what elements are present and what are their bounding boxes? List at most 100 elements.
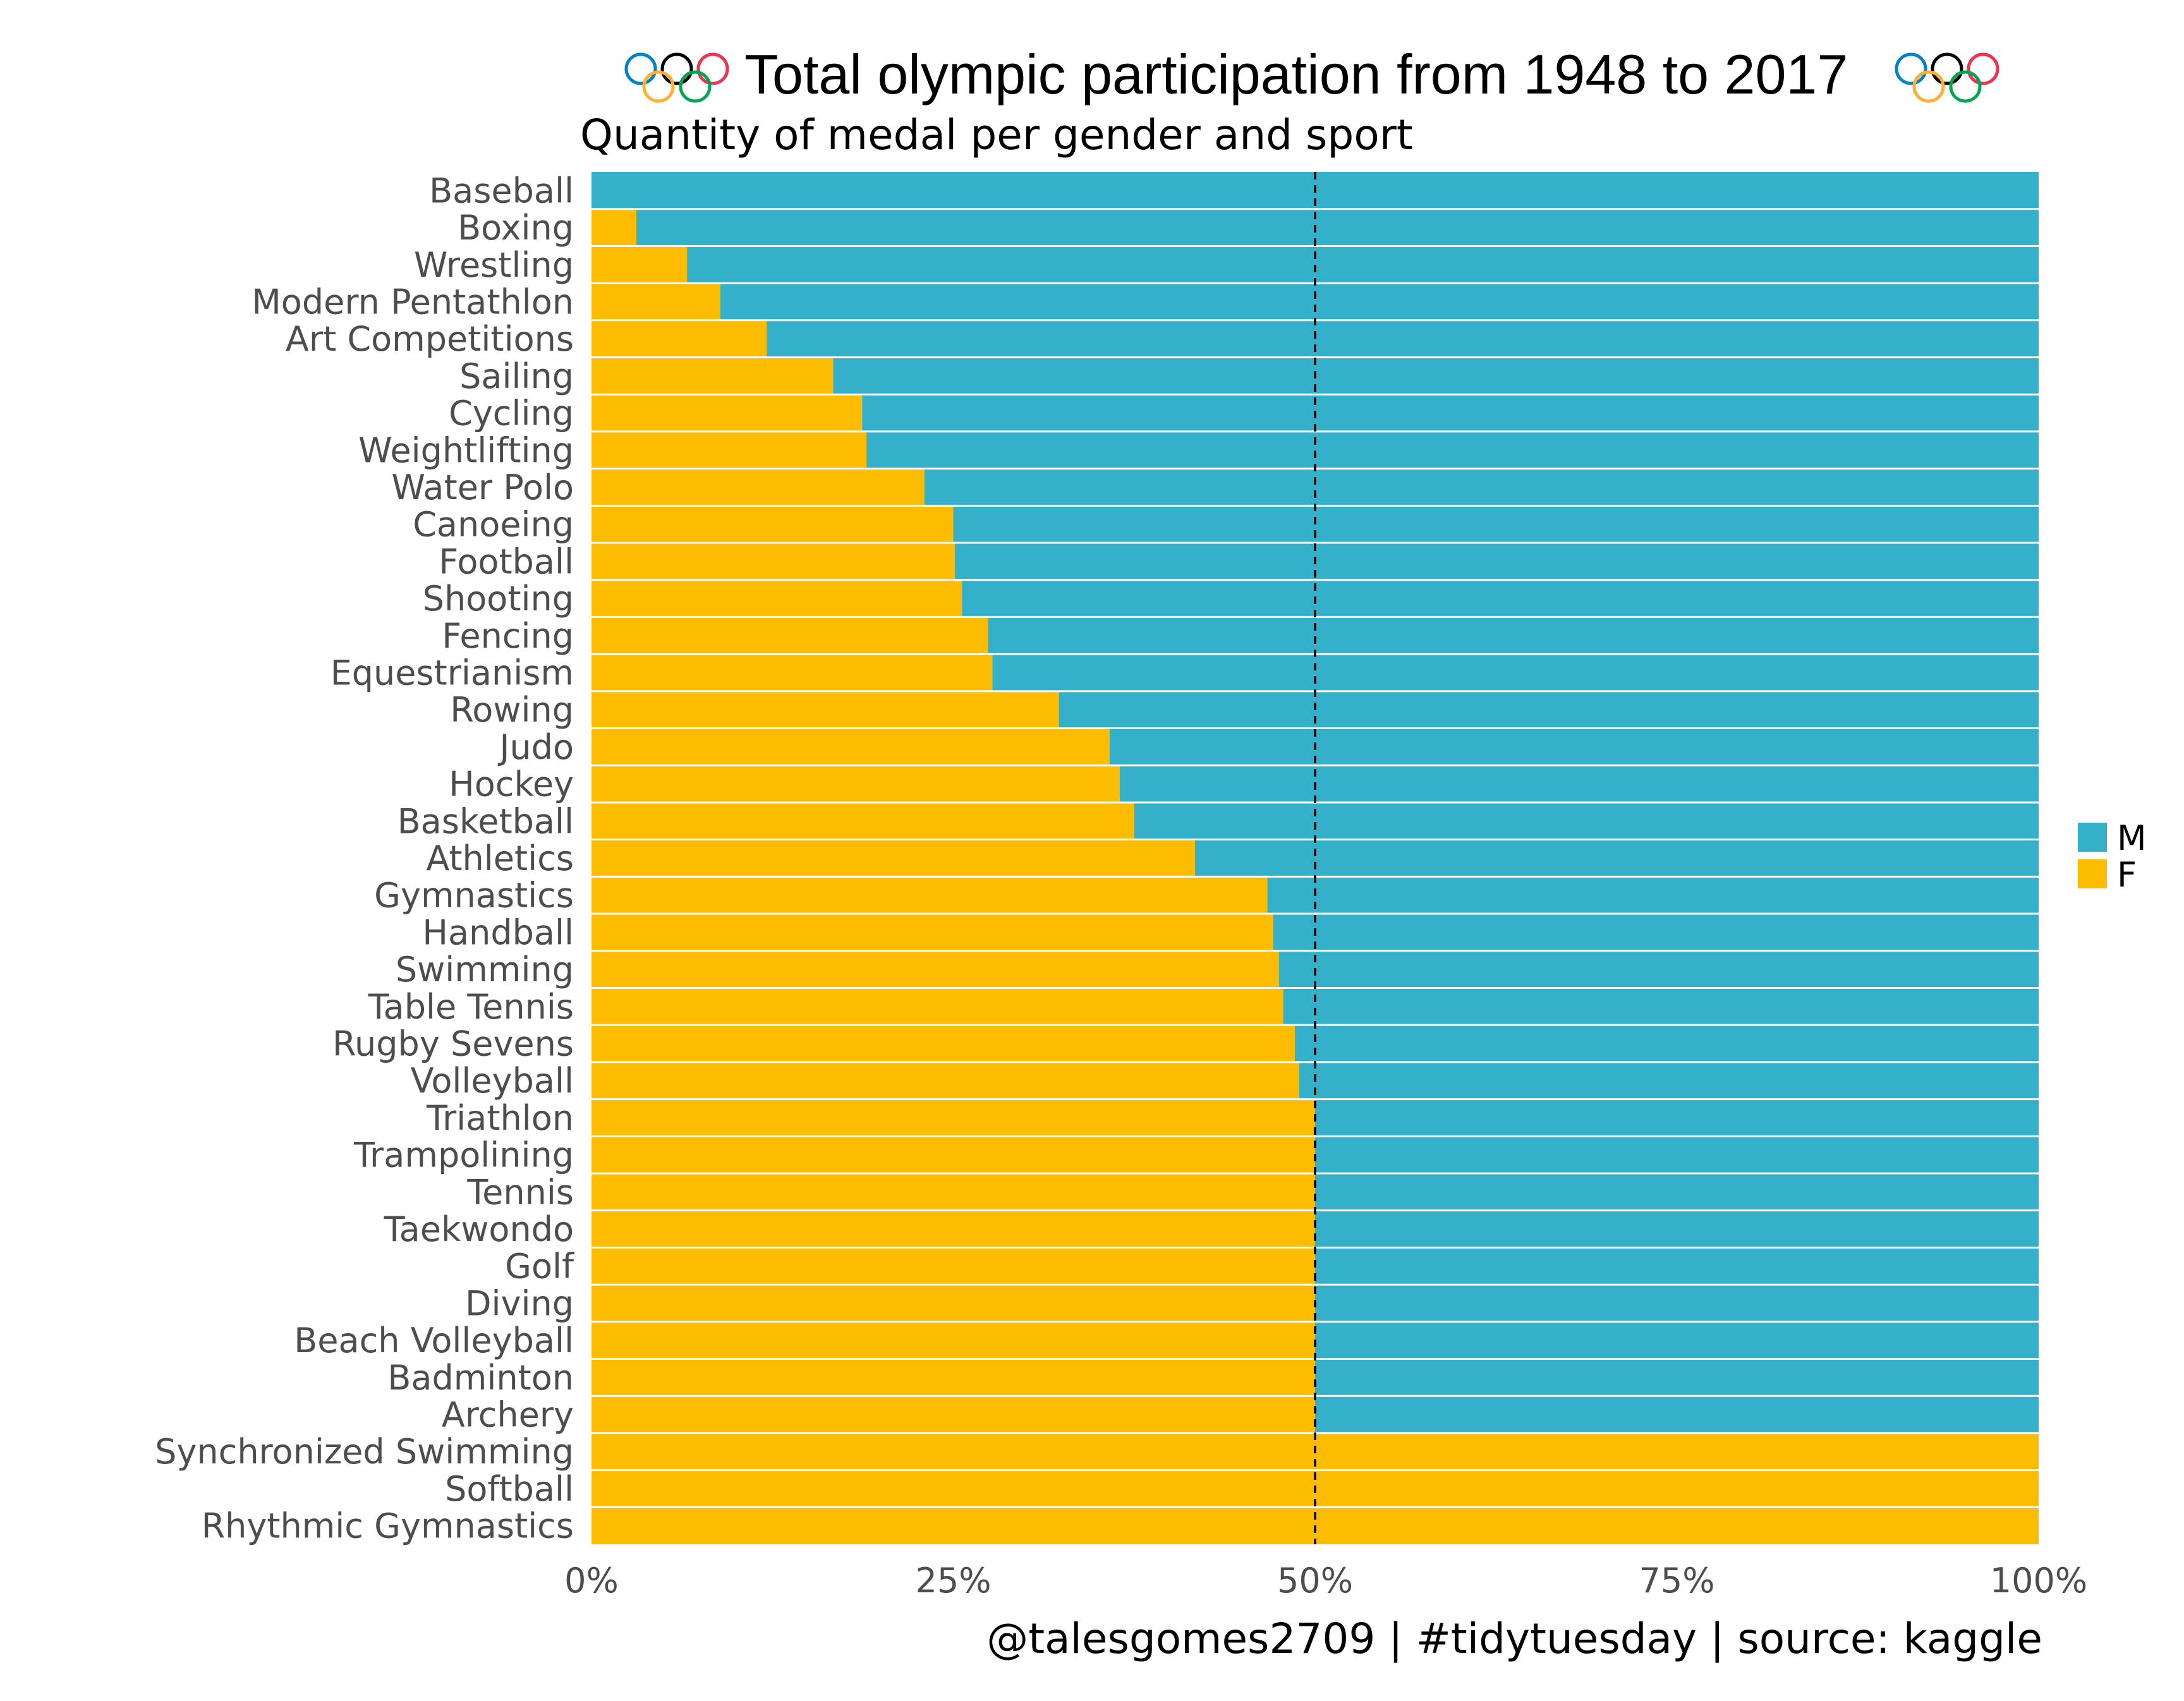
bar-f-canoeing <box>592 505 954 543</box>
bar-f-taekwondo <box>592 1210 1315 1248</box>
bar-m-diving <box>1315 1285 2039 1322</box>
x-tick-label: 75% <box>1639 1561 1714 1601</box>
category-label-wrestling: Wrestling <box>414 245 574 285</box>
bar-f-judo <box>592 728 1110 766</box>
bar-f-boxing <box>592 209 636 246</box>
bar-m-modern-pentathlon <box>720 283 2039 320</box>
category-label-table-tennis: Table Tennis <box>368 987 574 1027</box>
bar-f-badminton <box>592 1359 1315 1396</box>
bar-m-rowing <box>1059 691 2039 729</box>
bar-f-shooting <box>592 579 962 617</box>
category-label-swimming: Swimming <box>396 950 574 990</box>
category-label-rugby-sevens: Rugby Sevens <box>332 1024 574 1064</box>
bar-m-sailing <box>833 357 2039 395</box>
legend: M F <box>2078 818 2147 895</box>
bar-m-art-competitions <box>767 320 2039 358</box>
category-label-gymnastics: Gymnastics <box>374 876 574 916</box>
bar-f-archery <box>592 1396 1315 1433</box>
bar-f-weightlifting <box>592 431 867 469</box>
category-label-tennis: Tennis <box>466 1172 574 1212</box>
legend-label-f: F <box>2117 855 2137 895</box>
category-label-weightlifting: Weightlifting <box>358 430 574 470</box>
bar-m-equestrianism <box>992 654 2039 691</box>
bar-f-football <box>592 543 955 580</box>
category-label-water-polo: Water Polo <box>391 468 574 507</box>
chart-title: Total olympic participation from 1948 to… <box>744 43 1848 106</box>
bar-f-volleyball <box>592 1062 1299 1099</box>
bar-f-basketball <box>592 802 1134 840</box>
category-label-baseball: Baseball <box>429 171 574 210</box>
bar-m-volleyball <box>1299 1062 2039 1099</box>
bar-f-swimming <box>592 950 1279 988</box>
bar-m-taekwondo <box>1315 1210 2039 1248</box>
bar-m-table-tennis <box>1283 988 2039 1026</box>
category-label-rowing: Rowing <box>450 690 574 730</box>
legend-label-m: M <box>2117 818 2147 858</box>
category-label-art-competitions: Art Competitions <box>286 319 574 359</box>
chart-subtitle: Quantity of medal per gender and sport <box>580 111 1413 159</box>
bar-f-trampolining <box>592 1136 1315 1173</box>
bar-m-shooting <box>962 579 2039 617</box>
legend-swatch-m <box>2078 823 2107 852</box>
bar-f-athletics <box>592 839 1195 877</box>
category-label-synchronized-swimming: Synchronized Swimming <box>155 1432 574 1472</box>
bar-f-water-polo <box>592 468 925 506</box>
bar-f-triathlon <box>592 1099 1315 1137</box>
category-label-badminton: Badminton <box>387 1358 574 1398</box>
bar-m-basketball <box>1134 802 2039 840</box>
bar-m-canoeing <box>953 505 2039 543</box>
category-label-judo: Judo <box>498 727 574 767</box>
bar-m-handball <box>1273 914 2039 951</box>
category-label-diving: Diving <box>465 1283 574 1323</box>
olympic-rings-icon <box>1895 52 1999 103</box>
olympic-rings-icon <box>624 52 729 103</box>
bar-f-equestrianism <box>592 654 993 691</box>
category-label-rhythmic-gymnastics: Rhythmic Gymnastics <box>202 1506 574 1546</box>
bar-m-judo <box>1109 728 2039 766</box>
category-label-volleyball: Volleyball <box>411 1061 574 1101</box>
bar-f-modern-pentathlon <box>592 283 720 320</box>
legend-swatch-f <box>2078 859 2107 888</box>
chart-caption: @talesgomes2709 | #tidytuesday | source:… <box>986 1614 2042 1663</box>
bar-m-rugby-sevens <box>1294 1025 2039 1062</box>
bar-f-beach-volleyball <box>592 1321 1315 1359</box>
category-label-boxing: Boxing <box>458 208 574 248</box>
bar-m-cycling <box>862 394 2039 432</box>
bar-m-trampolining <box>1315 1136 2039 1173</box>
bar-m-triathlon <box>1315 1099 2039 1137</box>
bar-f-rowing <box>592 691 1059 729</box>
x-axis-ticks: 0% 25% 50% 75% 100% <box>564 1561 2087 1601</box>
category-label-taekwondo: Taekwondo <box>384 1209 574 1249</box>
bar-m-boxing <box>636 209 2039 246</box>
bar-f-cycling <box>592 394 863 432</box>
bar-m-wrestling <box>687 246 2039 284</box>
category-label-cycling: Cycling <box>449 394 574 433</box>
bar-m-football <box>954 543 2039 580</box>
bar-f-tennis <box>592 1173 1315 1211</box>
category-label-shooting: Shooting <box>423 579 574 619</box>
bar-m-water-polo <box>924 468 2039 506</box>
category-label-hockey: Hockey <box>449 765 574 804</box>
bar-f-sailing <box>592 357 834 395</box>
bar-f-table-tennis <box>592 988 1283 1026</box>
bar-f-handball <box>592 914 1273 951</box>
category-label-trampolining: Trampolining <box>353 1135 574 1175</box>
bar-m-weightlifting <box>866 431 2039 469</box>
x-tick-label: 25% <box>915 1561 991 1601</box>
bar-f-gymnastics <box>592 876 1268 914</box>
category-label-athletics: Athletics <box>426 838 574 878</box>
bar-f-wrestling <box>592 246 688 284</box>
bar-m-archery <box>1315 1396 2039 1433</box>
bar-f-fencing <box>592 617 988 655</box>
category-label-handball: Handball <box>422 912 574 952</box>
bar-m-fencing <box>988 617 2039 655</box>
category-label-modern-pentathlon: Modern Pentathlon <box>252 282 574 322</box>
category-label-archery: Archery <box>442 1395 574 1435</box>
category-label-football: Football <box>439 542 574 581</box>
category-label-softball: Softball <box>445 1469 574 1509</box>
bar-f-golf <box>592 1247 1315 1285</box>
bar-m-athletics <box>1194 839 2039 877</box>
